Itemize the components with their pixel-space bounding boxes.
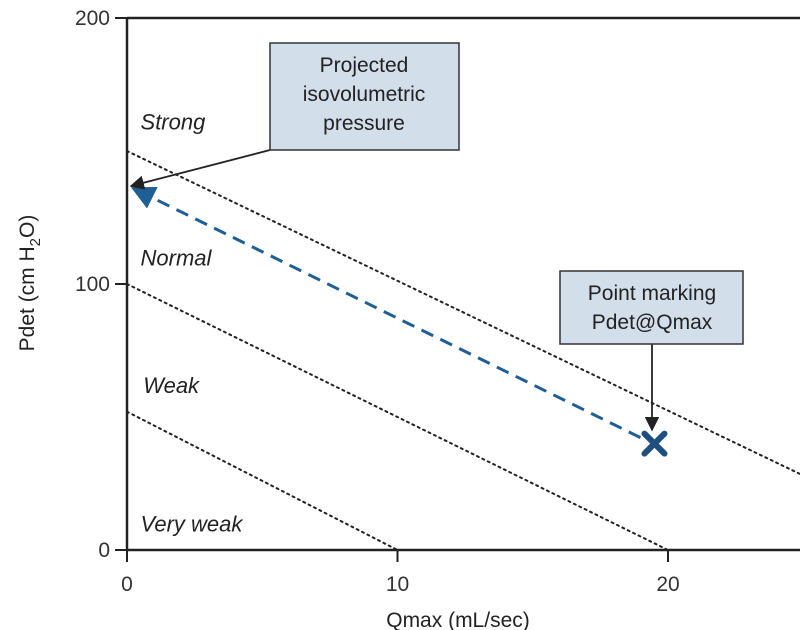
y-tick-label-200: 200 xyxy=(75,7,110,30)
callout-point-box xyxy=(559,270,744,345)
pdet-qmax-point-marker xyxy=(641,430,668,457)
callout-projected-line-2: isovolumetric xyxy=(303,83,426,106)
zone-label-strong: Strong xyxy=(141,110,207,135)
callout-projected-box xyxy=(269,42,460,151)
projection-line xyxy=(130,186,642,439)
y-axis-title: Pdet (cm H2O) xyxy=(16,215,44,352)
y-axis-title-sub: 2 xyxy=(27,238,44,246)
zone-label-weak: Weak xyxy=(143,373,200,398)
x-tick-label-20: 20 xyxy=(656,573,679,596)
y-tick-label-0: 0 xyxy=(98,539,110,562)
y-axis-title-main: Pdet (cm H xyxy=(16,246,39,351)
y-axis-title-end: O) xyxy=(16,215,39,238)
callout-projected-line-3: pressure xyxy=(323,112,405,135)
callout-point-line-2: Pdet@Qmax xyxy=(592,311,713,334)
projection-layer xyxy=(130,186,668,457)
zone-label-very-weak: Very weak xyxy=(141,511,244,536)
callout-projected: Projected isovolumetric pressure xyxy=(129,42,460,190)
callout-projected-arrow xyxy=(129,149,271,190)
zone-line-normal xyxy=(127,283,669,550)
callout-point-line-1: Point marking xyxy=(588,282,716,305)
callout-point: Point marking Pdet@Qmax xyxy=(559,270,744,432)
zone-line-weak xyxy=(127,410,399,550)
x-tick-label-0: 0 xyxy=(121,573,133,596)
zone-labels: Strong Normal Weak Very weak xyxy=(141,110,244,537)
x-tick-label-10: 10 xyxy=(386,573,409,596)
y-tick-label-100: 100 xyxy=(75,273,110,296)
zone-lines xyxy=(127,150,800,550)
zone-line-strong xyxy=(127,150,800,476)
callout-projected-line-1: Projected xyxy=(320,54,409,77)
zone-label-normal: Normal xyxy=(141,245,213,270)
x-axis-title: Qmax (mL/sec) xyxy=(386,609,530,630)
